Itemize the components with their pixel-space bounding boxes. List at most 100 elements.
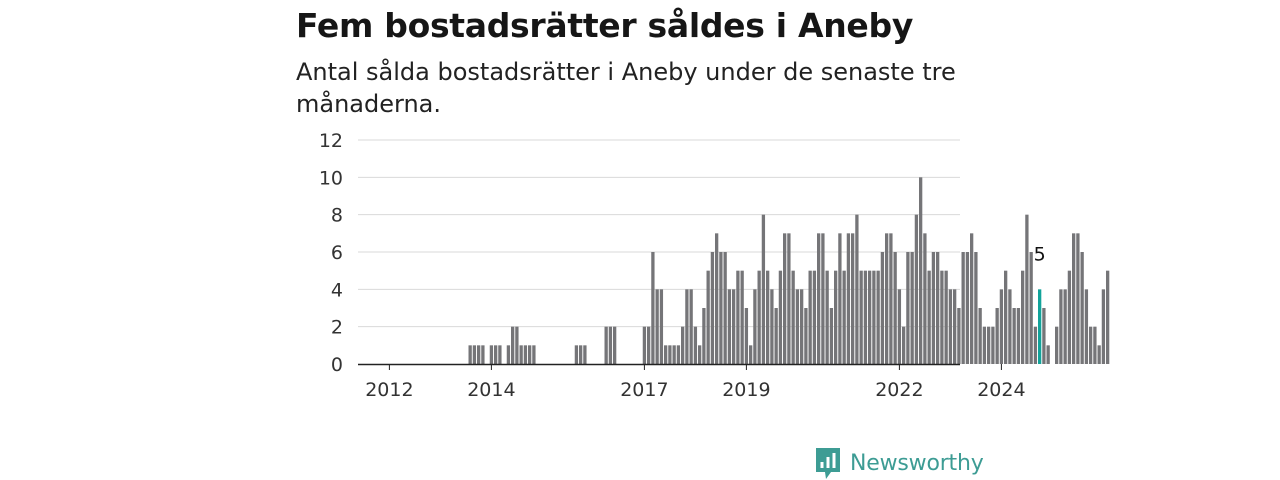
bar [1080,252,1084,364]
y-tick-label: 2 [331,317,343,339]
bar [953,289,957,364]
bar [812,270,817,364]
bar [982,326,987,364]
bar [706,270,710,364]
bar [940,270,944,364]
bar [528,345,532,364]
bar [1106,270,1110,364]
bar [1101,289,1106,364]
bar [613,326,617,364]
bar [851,233,855,364]
bar [919,177,923,364]
bar [608,326,613,364]
brand-name: Newsworthy [850,450,984,476]
bar [1067,270,1072,364]
bar [1042,308,1046,364]
bar [685,289,689,364]
bar [676,345,681,364]
bar [910,252,914,364]
bar [579,345,583,364]
bar [668,345,672,364]
bar [868,270,872,364]
bar-chart: 0 2 4 6 8 10 12 2012 2014 2017 2019 2022 2024 5 [319,130,1110,401]
bar [825,270,829,364]
bar [698,345,702,364]
bar [511,326,515,364]
bar [472,345,477,364]
bar [477,345,481,364]
bar [489,345,494,364]
bar [757,270,761,364]
bar [787,233,791,364]
x-tick-label: 2014 [467,379,515,401]
bar [957,308,961,364]
bar [859,270,863,364]
y-tick-label: 12 [319,130,343,152]
bar [987,326,991,364]
bar [532,345,536,364]
bar [604,326,608,364]
x-tick-label: 2024 [977,379,1025,401]
bar [974,252,978,364]
x-tick-label: 2017 [620,379,668,401]
x-tick-label: 2012 [365,379,413,401]
x-tick-label: 2019 [722,379,770,401]
bar [965,252,970,364]
bar [783,233,787,364]
bar [991,326,995,364]
bar [710,252,715,364]
bar [995,308,999,364]
bar [740,270,744,364]
bar [774,308,778,364]
bar [583,345,587,364]
bar [1072,233,1076,364]
bar [961,252,965,364]
y-tick-label: 8 [331,205,343,227]
bar [732,289,736,364]
bar [1097,345,1101,364]
x-tick-label: 2022 [875,379,923,401]
brand: Newsworthy [814,446,984,480]
data-label: 5 [1034,244,1046,266]
bar [1033,326,1038,364]
bar [723,252,727,364]
bar [944,270,948,364]
bar [978,308,982,364]
bar [838,233,842,364]
bar [842,270,846,364]
bar [846,233,851,364]
bar [948,289,953,364]
bar [651,252,655,364]
highlight-bar [1038,289,1042,364]
bar [664,345,668,364]
bar [1076,233,1080,364]
bar [1016,308,1021,364]
bar [506,345,511,364]
bar [761,214,766,364]
bar [1089,326,1093,364]
bar [736,270,740,364]
bar [906,252,910,364]
bar [719,252,723,364]
chart-subtitle: Antal sålda bostadsrätter i Aneby under … [296,58,956,118]
bar [927,270,931,364]
bar [1046,345,1050,364]
bar [689,289,693,364]
bar [1012,308,1016,364]
bar [914,214,919,364]
bar [494,345,498,364]
bar [936,252,940,364]
bar [834,270,838,364]
bar [647,326,651,364]
bar [829,308,834,364]
bar [481,345,485,364]
bar [931,252,936,364]
bar [515,326,519,364]
bar [468,345,472,364]
y-tick-label: 0 [331,354,343,376]
bar [1025,214,1029,364]
bar [778,270,783,364]
bar [1063,289,1067,364]
bar [893,252,897,364]
bar [693,326,698,364]
